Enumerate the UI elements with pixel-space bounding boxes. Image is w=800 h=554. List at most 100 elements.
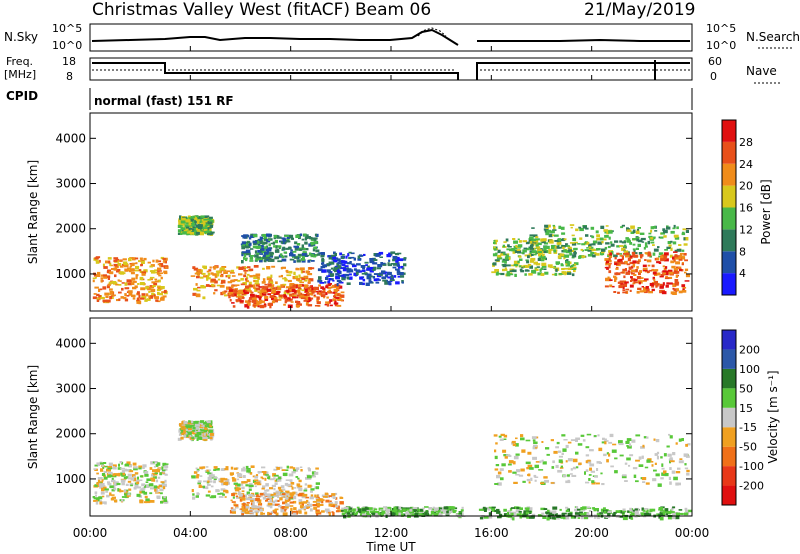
velocity-cell (608, 453, 611, 457)
power-cell (305, 234, 309, 238)
power-cell (147, 288, 151, 291)
power-cell (153, 294, 156, 298)
velocity-cell (398, 512, 401, 516)
velocity-cell (632, 467, 638, 470)
power-cell (337, 265, 342, 269)
power-cell (237, 279, 241, 282)
power-colorbar-swatch (722, 229, 736, 252)
velocity-cell (667, 453, 672, 457)
power-cell (109, 262, 112, 266)
velocity-cell (668, 511, 671, 515)
power-cell (276, 236, 282, 239)
power-cell (274, 249, 280, 253)
velocity-cell (196, 432, 202, 436)
power-cell (666, 282, 669, 285)
power-cell (207, 231, 212, 236)
power-cell (637, 239, 643, 243)
power-cell (543, 245, 548, 249)
power-cell (248, 281, 252, 285)
velocity-cell (119, 461, 123, 464)
power-cell (185, 219, 191, 223)
power-cell (607, 245, 611, 249)
velocity-cell (374, 512, 378, 516)
velocity-cell (368, 507, 373, 510)
velocity-cell (526, 478, 531, 482)
velocity-cell (285, 503, 288, 507)
velocity-cell (638, 513, 641, 516)
power-cell (636, 260, 640, 263)
power-cell (530, 248, 534, 250)
power-cell (211, 278, 216, 282)
power-cell (588, 246, 592, 249)
velocity-cell (155, 479, 159, 483)
power-cell (343, 266, 347, 269)
x-tick-label: 00:00 (675, 526, 710, 540)
velocity-cell (233, 503, 237, 506)
power-cell (350, 256, 355, 259)
velocity-cell (157, 462, 161, 466)
power-cell (494, 269, 499, 272)
power-cell (190, 275, 196, 277)
power-cell (322, 290, 325, 293)
power-colorbar-tick-label: 4 (739, 267, 746, 280)
power-cell (531, 269, 536, 273)
power-cell (537, 249, 543, 252)
power-cell (266, 288, 271, 291)
power-cell (226, 286, 231, 290)
power-cell (113, 257, 119, 260)
velocity-cell (215, 468, 220, 471)
velocity-cell (205, 494, 211, 497)
velocity-cell (512, 471, 517, 474)
velocity-cell (602, 437, 605, 441)
velocity-cell (459, 512, 463, 516)
power-cell (244, 291, 248, 295)
power-cell (646, 259, 652, 263)
velocity-cell (152, 476, 157, 479)
velocity-cell (314, 494, 317, 498)
velocity-cell (361, 509, 366, 514)
power-cell (674, 235, 678, 238)
velocity-cell (283, 473, 287, 477)
power-cell (363, 253, 366, 256)
power-cell (588, 243, 592, 247)
power-cell (226, 270, 231, 273)
power-cell (216, 273, 220, 277)
power-cell (141, 271, 147, 274)
power-cell (253, 279, 256, 283)
velocity-cell (299, 466, 303, 468)
power-cell (155, 299, 159, 302)
power-cell (528, 246, 534, 249)
velocity-cell (670, 509, 673, 513)
velocity-cell (110, 474, 114, 478)
velocity-cell (241, 497, 246, 501)
power-colorbar-tick-label: 16 (739, 202, 753, 215)
power-cell (544, 271, 549, 275)
power-cell (609, 252, 613, 256)
velocity-cell (582, 506, 587, 510)
velocity-cell (119, 489, 122, 493)
power-cell (252, 274, 258, 277)
velocity-cell (239, 493, 243, 497)
velocity-cell (97, 479, 101, 483)
velocity-cell (164, 468, 168, 471)
velocity-cell (252, 479, 257, 483)
power-cell (184, 224, 189, 228)
velocity-cell (202, 436, 207, 440)
power-cell (280, 267, 283, 270)
power-cell (403, 263, 407, 267)
velocity-y-tick-label: 4000 (55, 336, 86, 350)
power-cell (182, 231, 187, 235)
velocity-cell (585, 481, 590, 484)
velocity-cell (194, 436, 198, 439)
velocity-cell (673, 512, 678, 515)
velocity-cell (462, 513, 466, 517)
velocity-cell (133, 466, 138, 469)
power-cell (208, 219, 214, 223)
power-cell (197, 226, 203, 230)
x-tick-label: 04:00 (173, 526, 208, 540)
power-cell (198, 216, 203, 220)
power-cell (268, 279, 273, 283)
power-cell (560, 264, 564, 267)
velocity-cell (286, 465, 289, 469)
velocity-cell (242, 475, 246, 478)
